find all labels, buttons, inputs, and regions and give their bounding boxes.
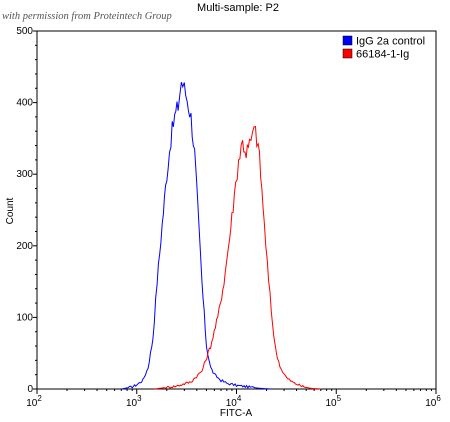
x-tick-label: 105 [325,394,341,409]
x-axis: 102 103 104 105 106 [26,389,441,409]
y-axis-title: Count [5,197,16,224]
x-tick-label: 104 [226,394,242,409]
legend-swatch [342,48,353,59]
y-tick-label: 100 [16,312,33,323]
plot-area [36,30,437,390]
series-layer [121,82,321,390]
x-tick-label: 103 [126,394,142,409]
y-tick-label: 300 [16,169,33,180]
series-line-2 [154,125,321,390]
watermark-text: with permission from Proteintech Group [2,11,172,22]
x-tick-label: 106 [425,394,441,409]
y-tick-label: 400 [16,98,33,109]
x-tick-label: 102 [26,394,42,409]
y-tick-label: 500 [16,26,33,37]
legend-label: 66184-1-Ig [356,49,409,61]
x-axis-title: FITC-A [220,408,253,419]
legend-label: IgG 2a control [356,36,425,48]
plot-frame [36,30,437,390]
y-tick-label: 0 [27,384,33,395]
y-axis: 0 100 200 300 400 500 [16,26,37,395]
legend-swatch [342,35,353,46]
y-tick-label: 200 [16,241,33,252]
chart-title: Multi-sample: P2 [197,2,279,14]
series-line-1 [121,82,271,390]
